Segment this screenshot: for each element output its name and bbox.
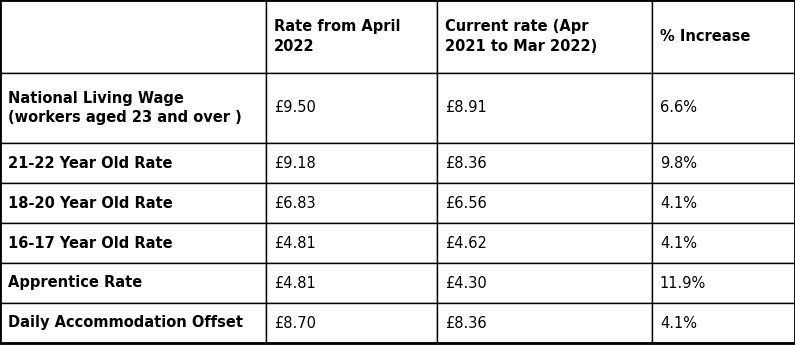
Bar xyxy=(0,263,266,303)
Text: 18-20 Year Old Rate: 18-20 Year Old Rate xyxy=(8,196,173,210)
Text: £4.62: £4.62 xyxy=(445,236,487,250)
Text: £9.18: £9.18 xyxy=(274,156,316,170)
Text: Daily Accommodation Offset: Daily Accommodation Offset xyxy=(8,315,243,331)
Bar xyxy=(652,223,795,263)
Text: 6.6%: 6.6% xyxy=(660,100,697,116)
Bar xyxy=(652,73,795,143)
Bar xyxy=(266,0,437,73)
Text: Rate from April
2022: Rate from April 2022 xyxy=(274,19,401,53)
Text: 9.8%: 9.8% xyxy=(660,156,697,170)
Text: National Living Wage
(workers aged 23 and over ): National Living Wage (workers aged 23 an… xyxy=(8,91,242,125)
Bar xyxy=(437,303,652,343)
Bar xyxy=(652,183,795,223)
Text: £4.81: £4.81 xyxy=(274,236,316,250)
Text: £6.56: £6.56 xyxy=(445,196,487,210)
Bar xyxy=(437,0,652,73)
Bar xyxy=(266,143,437,183)
Text: 4.1%: 4.1% xyxy=(660,236,697,250)
Text: 4.1%: 4.1% xyxy=(660,315,697,331)
Text: £4.30: £4.30 xyxy=(445,276,487,290)
Bar xyxy=(0,183,266,223)
Bar xyxy=(0,0,266,73)
Bar xyxy=(652,263,795,303)
Text: 21-22 Year Old Rate: 21-22 Year Old Rate xyxy=(8,156,173,170)
Text: 16-17 Year Old Rate: 16-17 Year Old Rate xyxy=(8,236,173,250)
Bar xyxy=(266,73,437,143)
Bar xyxy=(0,303,266,343)
Text: % Increase: % Increase xyxy=(660,29,750,44)
Bar xyxy=(652,0,795,73)
Text: 4.1%: 4.1% xyxy=(660,196,697,210)
Bar xyxy=(266,223,437,263)
Bar xyxy=(437,223,652,263)
Text: £4.81: £4.81 xyxy=(274,276,316,290)
Bar xyxy=(266,183,437,223)
Text: £8.36: £8.36 xyxy=(445,315,487,331)
Text: £8.36: £8.36 xyxy=(445,156,487,170)
Text: £6.83: £6.83 xyxy=(274,196,316,210)
Bar xyxy=(266,263,437,303)
Bar xyxy=(437,143,652,183)
Bar xyxy=(437,183,652,223)
Text: Current rate (Apr
2021 to Mar 2022): Current rate (Apr 2021 to Mar 2022) xyxy=(445,19,598,53)
Text: £9.50: £9.50 xyxy=(274,100,316,116)
Text: Apprentice Rate: Apprentice Rate xyxy=(8,276,142,290)
Text: 11.9%: 11.9% xyxy=(660,276,706,290)
Bar xyxy=(437,263,652,303)
Bar xyxy=(0,223,266,263)
Bar xyxy=(0,73,266,143)
Bar xyxy=(652,143,795,183)
Bar xyxy=(0,143,266,183)
Bar xyxy=(437,73,652,143)
Text: £8.91: £8.91 xyxy=(445,100,487,116)
Bar xyxy=(266,303,437,343)
Text: £8.70: £8.70 xyxy=(274,315,316,331)
Bar xyxy=(652,303,795,343)
